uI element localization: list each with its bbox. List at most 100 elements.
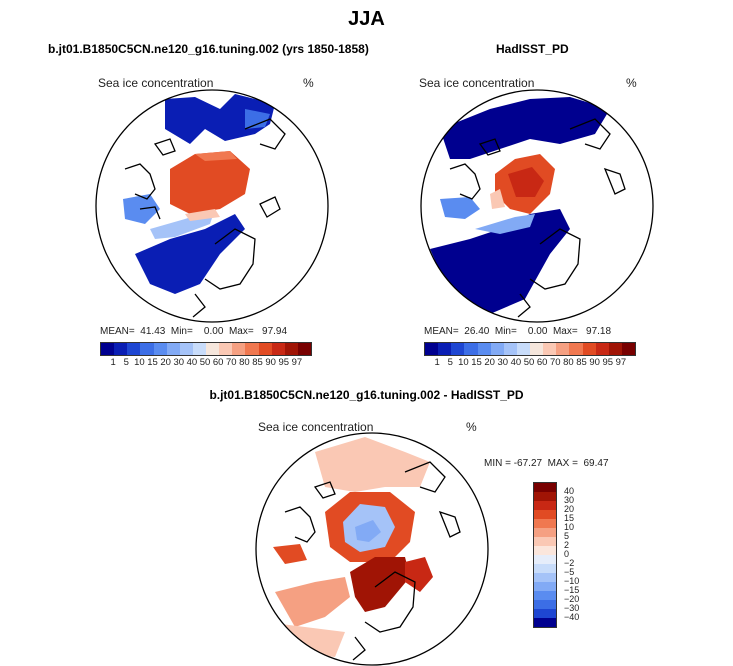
panel3-colorbar-tick-label: −30 xyxy=(564,602,580,613)
panel1-ice-light-top xyxy=(245,109,270,129)
panel3-units: % xyxy=(466,420,477,434)
panel2-colorbar-tick-label: 5 xyxy=(447,357,453,368)
panel1-colorbar-swatch xyxy=(114,343,128,355)
panel1-colorbar-tick-label: 70 xyxy=(225,357,237,368)
panel3-subtitle: b.jt01.B1850C5CN.ne120_g16.tuning.002 - … xyxy=(209,388,524,402)
panel2-colorbar-swatch xyxy=(425,343,439,355)
panel2-coastline-3 xyxy=(569,118,611,150)
panel1-colorbar-tick-label: 1 xyxy=(110,357,116,368)
panel1-colorbar-tick-label: 80 xyxy=(239,357,250,368)
panel1-colorbar-swatch xyxy=(297,343,311,355)
panel3-colorbar-swatch xyxy=(534,483,556,492)
panel2-colorbar-swatch xyxy=(543,343,557,355)
panel2-colorbar-tick-label: 97 xyxy=(615,357,627,368)
panel1-ice-blue-bottom xyxy=(135,214,245,294)
panel2-colorbar-swatch xyxy=(490,343,504,355)
panel2-colorbar-swatch xyxy=(464,343,478,355)
panel1-colorbar-tick-label: 60 xyxy=(212,357,224,368)
panel1-colorbar-swatch xyxy=(245,343,259,355)
panel1-colorbar-swatch xyxy=(166,343,180,355)
panel1-colorbar-swatch xyxy=(127,343,141,355)
panel3-diff-light-top xyxy=(315,437,430,492)
panel3-diff-right-red xyxy=(405,557,433,592)
panel2-colorbar-swatch xyxy=(438,343,452,355)
panel1-ice-red xyxy=(170,151,250,214)
panel3-coastline-5 xyxy=(313,481,336,499)
panel1-colorbar-swatch xyxy=(179,343,193,355)
panel1-coastline-1 xyxy=(124,163,156,200)
panel3-colorbar-tick-label: −20 xyxy=(564,593,580,604)
panel2-colorbar-swatch xyxy=(556,343,570,355)
panel2-colorbar-tick-label: 90 xyxy=(589,357,600,368)
panel1-colorbar-tick-label: 30 xyxy=(173,357,185,368)
panel1-colorbar-tick-label: 10 xyxy=(134,357,145,368)
panel2-colorbar-tick-label: 70 xyxy=(549,357,561,368)
panel1-colorbar-swatch xyxy=(232,343,246,355)
panel3-stats: MIN = -67.27 MAX = 69.47 xyxy=(484,458,609,469)
panel1-ice-peach xyxy=(185,209,220,221)
panel2-ice-light-mid xyxy=(475,214,535,234)
panel1-colorbar-tick-label: 50 xyxy=(199,357,211,368)
panel3-colorbar-ticks: 40 30 20 15 10 5 2 0 −2 −5 −10 −15 −20 −30 −40 xyxy=(564,482,594,626)
panel1-colorbar-tick-label: 5 xyxy=(123,357,129,368)
panel3-colorbar-tick-label: 10 xyxy=(564,521,575,532)
panel1-colorbar-tick-label: 40 xyxy=(186,357,198,368)
panel2-colorbar-swatch xyxy=(621,343,635,355)
panel2-colorbar-ticks: 1 5 10 15 20 30 40 50 60 70 80 85 90 95 97 xyxy=(424,357,634,371)
panel2-field-label: Sea ice concentration xyxy=(419,76,535,90)
panel1-coastline-5 xyxy=(153,138,176,156)
panel3-colorbar-swatch xyxy=(534,528,556,537)
panel1-colorbar xyxy=(100,342,312,356)
panel3-colorbar-swatch xyxy=(534,609,556,618)
panel1-colorbar-swatch xyxy=(140,343,154,355)
panel1-colorbar-ticks: 1 5 10 15 20 30 40 50 60 70 80 85 90 95 97 xyxy=(100,357,310,371)
panel3-colorbar-tick-label: 40 xyxy=(564,485,575,496)
panel1-coastline-4 xyxy=(259,196,281,218)
panel2-colorbar-tick-label: 40 xyxy=(510,357,522,368)
panel3-colorbar-swatch xyxy=(534,582,556,591)
panel1-ice-orange-edge xyxy=(195,151,237,161)
panel2-polar-map xyxy=(420,89,654,323)
panel2-colorbar-tick-label: 95 xyxy=(602,357,614,368)
figure-title: JJA xyxy=(348,8,385,30)
panel3-colorbar xyxy=(533,482,557,628)
panel2-colorbar-swatch xyxy=(569,343,583,355)
panel3-coastline-2 xyxy=(364,571,416,633)
panel2-colorbar-tick-label: 10 xyxy=(458,357,469,368)
panel3-polar-map xyxy=(255,432,489,666)
panel2-coastline-6 xyxy=(517,293,531,318)
panel3-colorbar-swatch xyxy=(534,600,556,609)
panel3-colorbar-tick-label: 2 xyxy=(564,539,570,550)
panel2-coastline-1 xyxy=(449,163,481,200)
panel1-coastline-3 xyxy=(244,118,286,150)
panel3-coastline-4 xyxy=(438,510,461,538)
panel2-ice-light-left xyxy=(440,197,480,219)
panel3-colorbar-swatch xyxy=(534,546,556,555)
panel1-colorbar-tick-label: 20 xyxy=(160,357,171,368)
panel2-colorbar-swatch xyxy=(595,343,609,355)
panel3-colorbar-swatch xyxy=(534,573,556,582)
panel1-colorbar-swatch xyxy=(153,343,167,355)
panel1-units: % xyxy=(303,76,314,90)
panel2-colorbar-tick-label: 15 xyxy=(471,357,482,368)
panel1-stats: MEAN= 41.43 Min= 0.00 Max= 97.94 xyxy=(100,326,288,337)
panel2-map-border xyxy=(420,89,654,323)
panel1-colorbar-swatch xyxy=(219,343,233,355)
panel1-polar-map xyxy=(95,89,329,323)
panel2-colorbar-tick-label: 20 xyxy=(484,357,495,368)
panel3-colorbar-swatch xyxy=(534,555,556,564)
panel3-colorbar-swatch xyxy=(534,492,556,501)
panel3-field-label: Sea ice concentration xyxy=(258,420,374,434)
panel1-colorbar-swatch xyxy=(258,343,272,355)
panel2-colorbar-swatch xyxy=(582,343,596,355)
panel1-colorbar-swatch xyxy=(271,343,285,355)
panel1-coastline-7 xyxy=(139,206,161,220)
panel1-ice-blue-top xyxy=(165,94,275,144)
panel1-colorbar-tick-label: 15 xyxy=(147,357,158,368)
panel3-colorbar-swatch xyxy=(534,591,556,600)
panel3-colorbar-tick-label: 0 xyxy=(564,548,570,559)
panel2-colorbar-tick-label: 85 xyxy=(576,357,587,368)
panel3-colorbar-tick-label: −10 xyxy=(564,575,580,586)
panel3-colorbar-swatch xyxy=(534,519,556,528)
panel2-colorbar-tick-label: 50 xyxy=(523,357,535,368)
